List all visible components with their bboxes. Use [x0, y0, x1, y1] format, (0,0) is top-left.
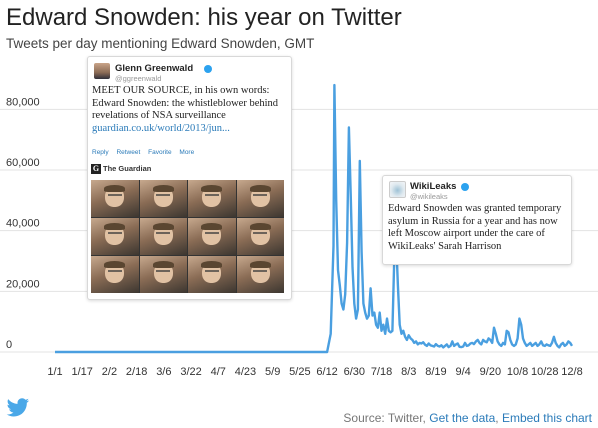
x-tick-label: 10/28: [531, 366, 559, 378]
tweet-text: MEET OUR SOURCE, in his own words: Edwar…: [92, 85, 288, 135]
photo-cell: [91, 218, 139, 255]
y-tick-label: 80,000: [6, 96, 40, 108]
chart-subtitle: Tweets per day mentioning Edward Snowden…: [6, 36, 315, 51]
x-tick-label: 1/1: [47, 366, 62, 378]
x-tick-label: 4/23: [235, 366, 256, 378]
y-tick-label: 60,000: [6, 157, 40, 169]
y-tick-label: 40,000: [6, 218, 40, 230]
get-data-link[interactable]: Get the data: [429, 411, 496, 425]
x-tick-label: 2/2: [102, 366, 117, 378]
source-text: Source: Twitter,: [343, 411, 430, 425]
x-tick-label: 9/20: [480, 366, 501, 378]
x-axis-ticks: 1/1 1/17 2/2 2/18 3/6 3/22 4/7 4/23 5/9 5/25 6/12 6…: [47, 366, 582, 378]
photo-cell: [91, 180, 139, 217]
verified-badge-icon: [204, 65, 212, 73]
favorite-action[interactable]: Favorite: [148, 149, 172, 156]
x-tick-label: 10/8: [507, 366, 528, 378]
x-tick-label: 6/30: [344, 366, 365, 378]
photo-cell: [91, 256, 139, 293]
photo-cell: [236, 180, 284, 217]
twitter-bird-icon[interactable]: [6, 398, 30, 420]
more-action[interactable]: More: [179, 149, 195, 156]
series-line[interactable]: [55, 83, 574, 354]
x-tick-label: 8/19: [425, 366, 446, 378]
x-tick-label: 5/25: [289, 366, 310, 378]
chart-title: Edward Snowden: his year on Twitter: [6, 4, 402, 31]
tweet-author-name[interactable]: WikiLeaks: [410, 181, 457, 192]
reply-action[interactable]: Reply: [92, 149, 109, 156]
tweet-author-name[interactable]: Glenn Greenwald: [115, 63, 194, 74]
x-tick-label: 6/12: [316, 366, 337, 378]
footer-separator: ,: [495, 411, 502, 425]
tweet-link[interactable]: guardian.co.uk/world/2013/jun...: [92, 122, 230, 134]
tweet-actions: Reply Retweet Favorite More: [92, 149, 200, 156]
x-tick-label: 2/18: [126, 366, 147, 378]
media-photo-grid[interactable]: [91, 180, 284, 293]
series-layer: [55, 83, 574, 354]
x-tick-label: 3/22: [180, 366, 201, 378]
x-tick-label: 5/9: [265, 366, 280, 378]
wikileaks-avatar[interactable]: [389, 181, 406, 198]
verified-badge-icon: [461, 183, 469, 191]
x-tick-label: 9/4: [456, 366, 471, 378]
chart-footer: Source: Twitter, Get the data, Embed thi…: [343, 411, 592, 425]
x-tick-label: 7/18: [371, 366, 392, 378]
photo-cell: [188, 218, 236, 255]
x-tick-label: 4/7: [211, 366, 226, 378]
greenwald-avatar[interactable]: [94, 63, 110, 79]
x-tick-label: 8/3: [401, 366, 416, 378]
x-tick-label: 1/17: [71, 366, 92, 378]
tweet-author-handle[interactable]: @wikileaks: [410, 192, 448, 201]
y-axis-ticks: 0 20,000 40,000 60,000 80,000: [6, 96, 40, 351]
x-tick-label: 12/8: [561, 366, 582, 378]
photo-cell: [188, 180, 236, 217]
y-tick-label: 0: [6, 339, 12, 351]
y-tick-label: 20,000: [6, 278, 40, 290]
guardian-logo-icon: G: [91, 164, 101, 174]
photo-cell: [139, 180, 187, 217]
tweet-author-handle[interactable]: @ggreenwald: [115, 74, 162, 83]
media-source-label[interactable]: The Guardian: [103, 164, 152, 173]
wikileaks-tweet-card[interactable]: WikiLeaks @wikileaks Edward Snowden was …: [382, 175, 572, 265]
greenwald-tweet-card[interactable]: Glenn Greenwald @ggreenwald MEET OUR SOU…: [87, 56, 292, 300]
embed-chart-link[interactable]: Embed this chart: [501, 411, 592, 425]
tweet-body: MEET OUR SOURCE, in his own words: Edwar…: [92, 85, 279, 121]
photo-cell: [139, 218, 187, 255]
photo-cell: [236, 218, 284, 255]
retweet-action[interactable]: Retweet: [116, 149, 141, 156]
photo-cell: [188, 256, 236, 293]
photo-cell: [236, 256, 284, 293]
x-tick-label: 3/6: [156, 366, 171, 378]
tweet-text: Edward Snowden was granted temporary asy…: [388, 203, 562, 252]
photo-cell: [139, 256, 187, 293]
